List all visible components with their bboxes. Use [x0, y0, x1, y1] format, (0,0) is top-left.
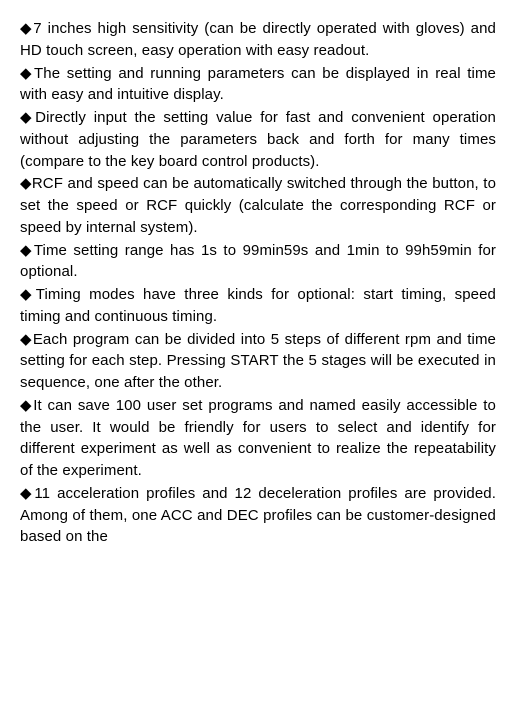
feature-item-1: ◆The setting and running parameters can …: [20, 63, 496, 107]
feature-text-5: Timing modes have three kinds for option…: [20, 286, 496, 325]
diamond-bullet-icon: ◆: [20, 286, 36, 303]
diamond-bullet-icon: ◆: [20, 331, 33, 348]
feature-item-0: ◆7 inches high sensitivity (can be direc…: [20, 18, 496, 62]
feature-item-2: ◆Directly input the setting value for fa…: [20, 107, 496, 172]
feature-item-3: ◆RCF and speed can be automatically swit…: [20, 173, 496, 238]
feature-text-4: Time setting range has 1s to 99min59s an…: [20, 242, 496, 281]
feature-list: ◆7 inches high sensitivity (can be direc…: [20, 18, 496, 548]
diamond-bullet-icon: ◆: [20, 485, 34, 502]
diamond-bullet-icon: ◆: [20, 65, 34, 82]
feature-text-3: RCF and speed can be automatically switc…: [20, 175, 496, 236]
feature-text-0: 7 inches high sensitivity (can be direct…: [20, 20, 496, 59]
feature-text-2: Directly input the setting value for fas…: [20, 109, 496, 170]
diamond-bullet-icon: ◆: [20, 20, 33, 37]
diamond-bullet-icon: ◆: [20, 109, 35, 126]
feature-text-8: 11 acceleration profiles and 12 decelera…: [20, 485, 496, 546]
feature-item-4: ◆Time setting range has 1s to 99min59s a…: [20, 240, 496, 284]
feature-item-8: ◆11 acceleration profiles and 12 deceler…: [20, 483, 496, 548]
diamond-bullet-icon: ◆: [20, 242, 34, 259]
feature-item-6: ◆Each program can be divided into 5 step…: [20, 329, 496, 394]
feature-text-7: It can save 100 user set programs and na…: [20, 397, 496, 479]
feature-item-7: ◆It can save 100 user set programs and n…: [20, 395, 496, 482]
feature-text-6: Each program can be divided into 5 steps…: [20, 331, 496, 392]
diamond-bullet-icon: ◆: [20, 175, 32, 192]
feature-text-1: The setting and running parameters can b…: [20, 65, 496, 104]
feature-item-5: ◆Timing modes have three kinds for optio…: [20, 284, 496, 328]
diamond-bullet-icon: ◆: [20, 397, 33, 414]
